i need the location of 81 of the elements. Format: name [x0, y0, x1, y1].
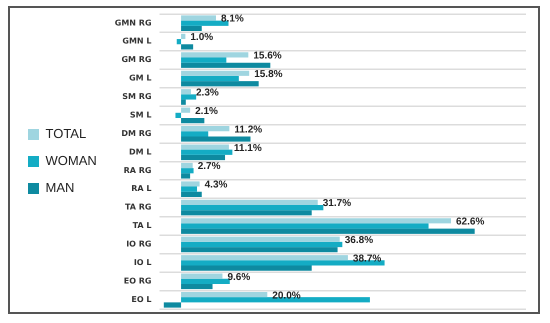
bar [181, 81, 259, 86]
y-tick-label: EO L [131, 294, 152, 304]
bar [181, 57, 226, 63]
y-tick-label: SM L [130, 110, 152, 120]
bar [164, 302, 182, 308]
y-tick-label: DM L [129, 147, 152, 156]
data-label: 11.2% [234, 124, 262, 136]
bar [181, 204, 324, 210]
y-tick-label: SM RG [122, 92, 152, 102]
y-tick-label: EO RG [124, 276, 152, 286]
bar [181, 200, 318, 205]
bar [181, 181, 200, 187]
legend-label: MAN [46, 180, 74, 196]
bar [181, 150, 232, 155]
bar [181, 192, 202, 197]
legend-label: TOTAL [46, 126, 86, 142]
data-label: 36.8% [344, 234, 374, 246]
bar [181, 26, 202, 32]
data-label: 1.0% [190, 32, 214, 44]
y-tick-label: DM RG [121, 128, 152, 138]
data-label: 8.1% [220, 14, 244, 25]
bar [181, 260, 385, 266]
bar [181, 52, 248, 58]
bar [181, 168, 194, 174]
bar [181, 131, 208, 136]
bar [181, 126, 230, 132]
bar [181, 136, 250, 142]
data-label: 4.3% [204, 180, 228, 191]
bar [175, 112, 182, 118]
bar [181, 118, 204, 124]
data-label: 15.6% [253, 50, 282, 62]
y-tick-label: GM L [129, 74, 152, 83]
bar [181, 292, 268, 298]
bar [181, 274, 222, 279]
bar [181, 34, 186, 40]
y-tick-label: IO L [134, 258, 152, 267]
bar [181, 173, 190, 179]
bar [181, 108, 190, 113]
bar [181, 144, 229, 150]
bar [181, 297, 370, 302]
bar [181, 218, 451, 224]
y-tick-label: GMN RG [114, 18, 152, 28]
bar [176, 39, 182, 44]
bar [181, 236, 340, 242]
y-tick-label: RA RG [124, 166, 152, 175]
data-label: 2.1% [195, 106, 218, 117]
data-label: 9.6% [227, 272, 250, 283]
legend-label: WOMAN [46, 153, 97, 168]
bar [181, 62, 270, 68]
bar [181, 247, 338, 252]
data-label: 2.3% [196, 87, 219, 98]
bar [181, 89, 191, 94]
bar [181, 223, 429, 229]
bar [181, 210, 312, 216]
bar [181, 266, 312, 271]
bar [181, 284, 213, 290]
data-label: 31.7% [322, 198, 352, 210]
bar [181, 94, 196, 100]
bar [181, 76, 239, 82]
data-label: 11.1% [234, 142, 262, 154]
bar [181, 15, 216, 21]
y-tick-label: GM RG [121, 55, 152, 64]
bar [181, 44, 194, 50]
bar [181, 242, 342, 248]
bar [181, 162, 193, 168]
y-tick-label: TA L [132, 221, 152, 230]
bar [181, 70, 250, 76]
bar [181, 228, 475, 234]
bar [181, 154, 226, 160]
bar [181, 278, 230, 284]
bar [181, 20, 228, 26]
y-tick-label: RA L [131, 184, 152, 194]
y-tick-label: GMN L [122, 36, 152, 46]
data-label: 15.8% [254, 69, 283, 80]
data-label: 62.6% [456, 216, 484, 228]
y-tick-label: IO RG [126, 240, 152, 249]
bar [181, 255, 348, 260]
bar [181, 186, 198, 192]
bar [181, 100, 186, 105]
data-label: 2.7% [198, 161, 221, 172]
y-tick-label: TA RG [124, 202, 152, 212]
